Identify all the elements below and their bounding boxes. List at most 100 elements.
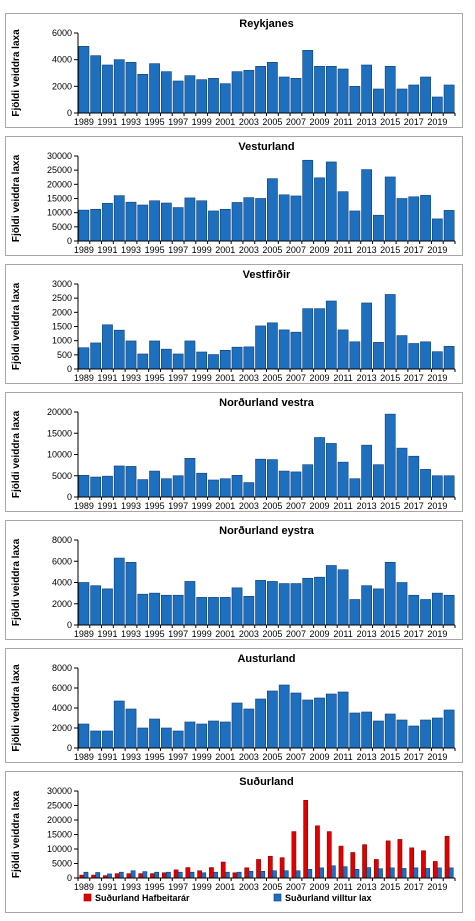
x-tick-label: 2001 <box>215 373 235 383</box>
bar-2013 <box>361 302 373 370</box>
bar-2004 <box>255 458 266 498</box>
chart-svg: Vestfirðir Fjöldi veiddra laxa 0 500 1000 150… <box>11 269 456 383</box>
bar-2012 <box>349 478 361 498</box>
bar-2000 <box>208 210 219 242</box>
bar-1999 <box>196 351 208 370</box>
bar-1993 <box>125 562 137 626</box>
bar-2020 <box>443 709 455 749</box>
bar-1995 <box>149 470 160 498</box>
bar-s1-2012 <box>350 852 356 879</box>
x-tick-label: 2019 <box>427 373 447 383</box>
legend-label-1: Suðurland Hafbeitarár <box>95 893 190 903</box>
x-tick-label: 1991 <box>97 629 117 639</box>
bar-s1-1998 <box>185 867 191 879</box>
x-tick-label: 1989 <box>74 245 94 255</box>
bar-s2-1995 <box>154 871 160 879</box>
x-tick-label: 2005 <box>262 882 282 892</box>
x-tick-label: 2011 <box>333 629 352 639</box>
y-tick-label: 30000 <box>47 151 72 161</box>
bar-2011 <box>337 569 349 626</box>
bar-2005 <box>267 581 278 626</box>
x-tick-label: 1989 <box>74 117 94 127</box>
x-tick-label: 2003 <box>239 245 259 255</box>
x-tick-label: 2001 <box>215 882 235 892</box>
x-tick-label: 1997 <box>168 373 188 383</box>
bar-s2-2009 <box>319 867 324 879</box>
bar-1995 <box>149 200 160 242</box>
bar-2005 <box>267 62 278 114</box>
bar-s2-2003 <box>248 871 254 879</box>
x-tick-label: 2007 <box>286 245 306 255</box>
y-tick-label: 10000 <box>47 450 72 460</box>
bar-2013 <box>361 64 373 114</box>
bar-2018 <box>420 719 431 749</box>
x-tick-label: 1995 <box>145 629 165 639</box>
y-tick-label: 10000 <box>47 208 72 218</box>
bar-2014 <box>373 214 384 242</box>
x-tick-label: 2013 <box>357 501 377 511</box>
legend-swatch-2 <box>273 893 282 902</box>
bar-2001 <box>219 83 231 114</box>
x-tick-label: 2001 <box>215 117 235 127</box>
bar-2009 <box>314 308 325 370</box>
bar-2014 <box>373 464 384 498</box>
chart-title: Reykjanes <box>239 18 293 30</box>
bar-2002 <box>231 71 243 114</box>
chart-svg: Vesturland Fjöldi veiddra laxa 0 5000 10000 1… <box>11 141 456 255</box>
bar-1995 <box>149 340 160 370</box>
bar-2016 <box>396 198 408 242</box>
x-tick-label: 2011 <box>333 373 352 383</box>
bar-s1-2010 <box>326 831 332 879</box>
bar-2004 <box>255 66 266 114</box>
x-tick-label: 2013 <box>357 117 377 127</box>
bar-1989 <box>78 475 90 498</box>
x-tick-label: 1993 <box>121 882 141 892</box>
bar-2005 <box>267 459 278 498</box>
bar-2014 <box>373 342 384 370</box>
bar-s1-2009 <box>315 825 320 879</box>
chart-title: Vestfirðir <box>243 269 291 281</box>
bar-2007 <box>290 471 302 498</box>
bar-s1-2013 <box>362 844 367 879</box>
bar-s2-1999 <box>201 872 207 879</box>
chart-svg: Norðurland eystra Fjöldi veiddra laxa 0 200… <box>11 525 456 639</box>
y-tick-label: 2000 <box>52 599 72 609</box>
y-tick-label: 15000 <box>47 428 72 438</box>
x-tick-label: 1989 <box>74 752 94 762</box>
bar-s1-1997 <box>173 869 179 879</box>
bar-s2-2001 <box>224 871 230 879</box>
bar-1999 <box>196 200 208 242</box>
bar-s1-2003 <box>244 867 250 879</box>
bar-2000 <box>208 479 219 498</box>
bar-2000 <box>208 720 219 749</box>
x-tick-label: 2011 <box>333 501 352 511</box>
x-tick-label: 1999 <box>192 882 212 892</box>
bar-s1-1992 <box>114 873 120 879</box>
x-tick-label: 2015 <box>380 629 400 639</box>
bar-1998 <box>184 197 196 242</box>
bar-1997 <box>172 353 184 370</box>
bar-2008 <box>302 699 314 749</box>
bar-2005 <box>267 322 278 370</box>
y-axis-label: Fjöldi veiddra laxa <box>11 410 22 498</box>
bar-s1-2019 <box>432 861 438 879</box>
chart-panel-2: Vesturland Fjöldi veiddra laxa 0 5000 10000 1… <box>5 136 463 256</box>
x-tick-label: 2005 <box>262 245 282 255</box>
bar-1995 <box>149 63 160 114</box>
bar-2015 <box>384 66 396 114</box>
x-tick-label: 1991 <box>97 245 117 255</box>
y-axis-label: Fjöldi veiddra laxa <box>11 154 22 242</box>
bar-2003 <box>243 70 255 114</box>
x-tick-label: 1999 <box>192 501 212 511</box>
bar-1998 <box>184 581 196 626</box>
bar-2003 <box>243 482 255 498</box>
bar-s2-2012 <box>354 869 360 879</box>
x-tick-label: 2017 <box>404 245 424 255</box>
bar-s2-2020 <box>448 867 454 879</box>
bar-2013 <box>361 169 373 242</box>
bar-1996 <box>160 594 172 626</box>
bar-2018 <box>420 341 431 370</box>
bar-1998 <box>184 75 196 114</box>
x-tick-label: 2007 <box>286 629 306 639</box>
bar-s2-2006 <box>283 870 289 879</box>
